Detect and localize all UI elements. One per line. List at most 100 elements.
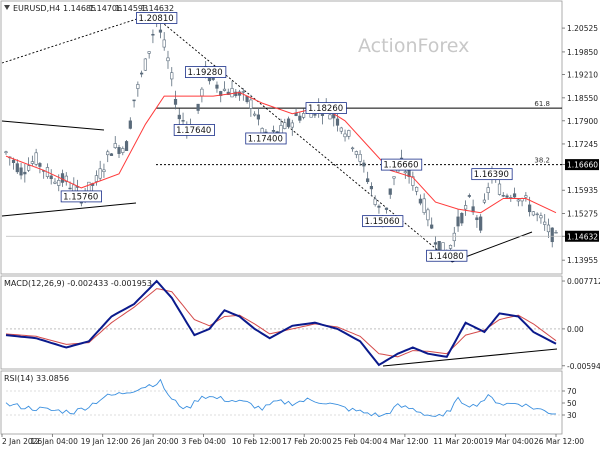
main-price-layer: 61.8 38.2 1.20810 1.19280 1.17640 1.17400 1.18… — [4, 12, 562, 262]
candle-body — [350, 147, 355, 150]
candle-body — [343, 133, 347, 138]
candle-body — [196, 103, 200, 111]
x-axis-label: 19 Mar 04:00 — [484, 437, 534, 446]
candle-body — [448, 244, 453, 249]
macd-line — [5, 279, 557, 367]
price-annotation-box — [245, 132, 287, 145]
price-annotation-label: 1.18260 — [308, 104, 343, 114]
candle-body — [418, 198, 422, 204]
macd-panel-frame — [0, 275, 563, 370]
rsi-line — [5, 378, 557, 418]
candle-body — [475, 217, 479, 221]
header-low: 1.14593 — [115, 4, 148, 13]
candle-body — [38, 163, 42, 167]
y-axis-label: 0.00 — [567, 325, 584, 334]
candle-body — [467, 195, 471, 197]
candle-body — [302, 113, 306, 118]
candle-body — [426, 209, 430, 221]
candle-body — [132, 99, 136, 102]
candle-body — [215, 84, 219, 89]
candle-body — [162, 39, 166, 48]
candle-body — [94, 175, 99, 182]
candle-body — [463, 205, 468, 210]
candle-body — [256, 114, 260, 120]
price-annotation-label: 1.16660 — [383, 161, 418, 171]
y-axis-label: 0.007712 — [567, 277, 600, 286]
candle-body — [109, 153, 114, 156]
candle-body — [422, 198, 426, 213]
candle-body — [49, 175, 53, 180]
candle-body — [482, 199, 487, 203]
y-axis-label: 1.17900 — [567, 117, 598, 126]
candle-body — [60, 173, 65, 183]
candle-body — [497, 183, 502, 195]
candle-body — [366, 178, 370, 183]
candle-body — [550, 227, 554, 243]
price-annotation-label: 1.14080 — [429, 252, 464, 262]
x-axis-label: 12 Jan 04:00 — [30, 437, 78, 446]
chart-header: EURUSD,H4 1.14685 1.14706 1.14593 1.1463… — [4, 4, 174, 13]
candle-body — [222, 88, 227, 91]
price-annotation-box — [426, 249, 468, 262]
y-axis-label: 30 — [567, 411, 577, 420]
price-annotation-box — [60, 190, 102, 203]
candle-body — [140, 72, 144, 75]
candle-body — [136, 84, 140, 89]
candle-body — [158, 29, 163, 33]
price-annotation-box — [471, 168, 513, 181]
candle-body — [377, 205, 381, 208]
candle-body — [249, 99, 253, 109]
candle-body — [339, 127, 343, 132]
y-axis-label: 1.19850 — [567, 48, 598, 57]
candle-body — [411, 176, 415, 186]
price-annotation-label: 1.16390 — [474, 170, 509, 180]
y-axis-label: 1.15275 — [567, 210, 598, 219]
header-close: 1.14632 — [141, 4, 174, 13]
candle-body — [546, 224, 551, 233]
price-annotation-label: 1.15760 — [63, 192, 98, 202]
candle-body — [57, 180, 61, 186]
y-axis-label: 1.15935 — [567, 186, 598, 195]
candle-body — [298, 115, 302, 121]
candle-body — [87, 181, 91, 193]
candle-body — [15, 163, 19, 173]
candle-body — [177, 114, 181, 120]
candle-body — [535, 213, 539, 216]
x-axis-label: 26 Jan 20:00 — [131, 437, 179, 446]
price-annotation-box — [136, 12, 178, 24]
candle-body — [369, 185, 374, 190]
candle-body — [524, 195, 528, 198]
price-tag-box — [565, 230, 599, 242]
candle-body — [245, 95, 249, 103]
candle-body — [286, 118, 291, 127]
rsi-panel-frame — [0, 370, 563, 435]
candle-body — [117, 147, 121, 154]
x-axis-label: 26 Mar 12:00 — [534, 437, 584, 446]
candle-body — [34, 152, 38, 165]
y-axis-label: 1.13955 — [567, 256, 598, 265]
candle-body — [219, 91, 223, 96]
candle-body — [124, 141, 129, 151]
price-annotation-label: 1.17400 — [248, 134, 283, 144]
candle-body — [283, 122, 287, 129]
y-axis-label: 1.14632 — [567, 232, 598, 241]
candle-body — [456, 216, 460, 227]
x-axis-label: 11 Mar 20:00 — [433, 437, 483, 446]
fib-level-label: 61.8 — [534, 100, 550, 108]
candle-body — [102, 169, 106, 172]
candle-body — [543, 221, 547, 225]
price-annotation-label: 1.17640 — [176, 126, 211, 136]
x-axis-label: 2 Jan 2026 — [2, 437, 42, 446]
header-arrow-icon — [4, 5, 10, 10]
candle-body — [328, 114, 332, 120]
y-axis-label: 1.17245 — [567, 140, 598, 149]
candle-body — [471, 206, 475, 213]
price-annotation-label: 1.20810 — [138, 14, 173, 24]
price-annotation-label: 1.15060 — [365, 217, 400, 227]
x-axis-label: 19 Jan 12:00 — [81, 437, 129, 446]
candle-body — [200, 88, 204, 97]
y-axis-label: 1.19210 — [567, 71, 598, 80]
candle-body — [106, 151, 110, 156]
candle-body — [253, 113, 257, 116]
